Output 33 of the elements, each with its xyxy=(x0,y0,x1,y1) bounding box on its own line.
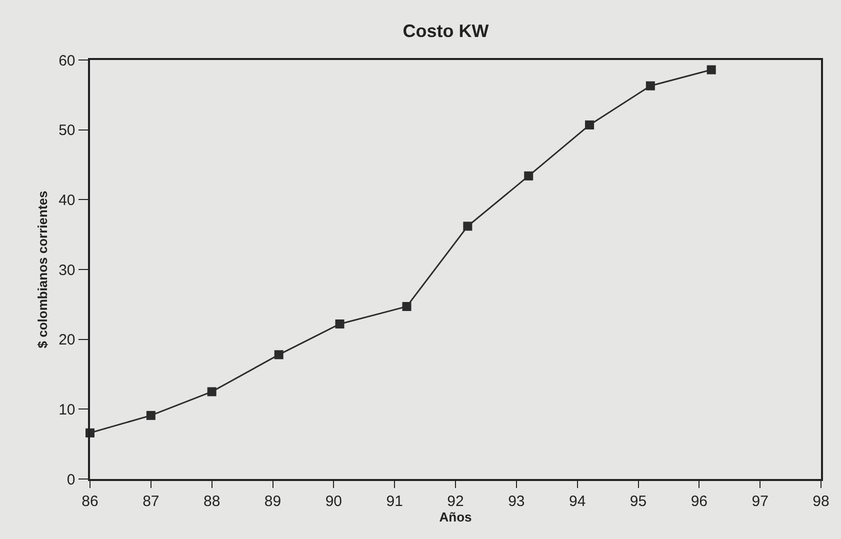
point xyxy=(274,350,284,360)
y-tick-label: 40 xyxy=(58,192,76,209)
y-axis-title: $ colombianos corrientes xyxy=(35,190,50,348)
y-tick-label: 10 xyxy=(58,401,76,418)
x-tick-label: 94 xyxy=(568,492,586,510)
x-tick-label: 89 xyxy=(264,492,282,510)
x-axis-title: Años xyxy=(439,510,472,525)
chart-title: Costo KW xyxy=(402,20,489,41)
x-tick-label: 97 xyxy=(752,492,768,510)
x-tick-label: 95 xyxy=(630,492,647,510)
x-tick-label: 86 xyxy=(82,492,98,510)
point xyxy=(402,302,412,312)
x-tick-label: 88 xyxy=(203,492,220,510)
y-tick-label: 30 xyxy=(58,262,76,279)
x-tick-label: 93 xyxy=(508,492,525,510)
x-tick-label: 87 xyxy=(142,492,160,510)
y-tick-label: 0 xyxy=(66,471,76,488)
y-tick-label: 20 xyxy=(58,332,76,349)
x-tick-label: 92 xyxy=(447,492,464,510)
y-tick-label: 60 xyxy=(58,52,76,70)
point xyxy=(585,120,594,130)
point xyxy=(646,81,655,90)
x-tick-label: 98 xyxy=(812,492,830,510)
point xyxy=(524,171,534,180)
point xyxy=(706,65,716,74)
x-tick-label: 96 xyxy=(690,492,708,510)
point xyxy=(335,319,344,328)
point xyxy=(207,387,216,396)
point xyxy=(146,410,156,420)
point xyxy=(463,222,472,231)
x-tick-label: 91 xyxy=(386,492,403,510)
y-tick-label: 50 xyxy=(58,122,76,140)
x-tick-label: 90 xyxy=(325,492,342,510)
